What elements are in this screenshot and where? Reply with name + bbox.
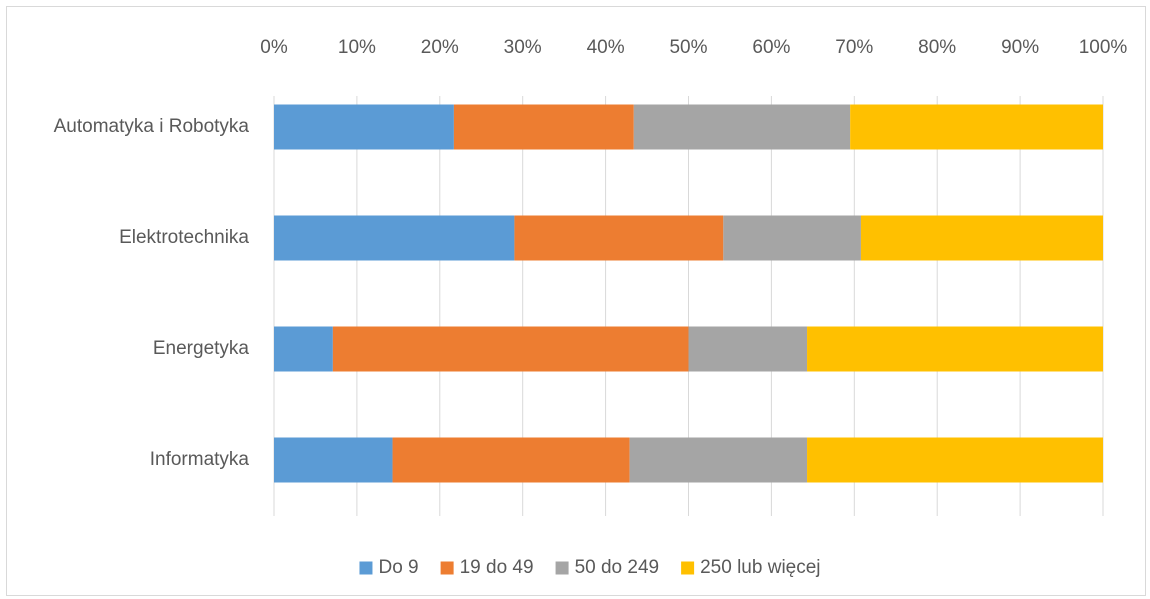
bar-segment — [274, 437, 393, 483]
x-tick-label: 70% — [835, 37, 873, 58]
x-tick-label: 20% — [421, 37, 459, 58]
x-tick-label: 30% — [504, 37, 542, 58]
x-tick-label: 40% — [587, 37, 625, 58]
bar-segment — [633, 104, 851, 150]
x-tick-label: 0% — [260, 37, 288, 58]
x-tick-label: 50% — [669, 37, 707, 58]
category-label: Elektrotechnika — [119, 227, 249, 248]
category-label: Energetyka — [153, 338, 250, 359]
legend-swatch — [681, 561, 695, 575]
bars — [274, 104, 1103, 483]
x-tick-label: 90% — [1001, 37, 1039, 58]
bar-segment — [392, 437, 630, 483]
legend-swatch — [555, 561, 569, 575]
bar-segment — [860, 215, 1103, 261]
bar-segment — [274, 215, 515, 261]
category-label: Informatyka — [150, 449, 250, 470]
x-tick-label: 100% — [1079, 37, 1128, 58]
bar-segment — [723, 215, 861, 261]
bar-segment — [514, 215, 724, 261]
bar-segment — [629, 437, 808, 483]
legend: Do 9 19 do 49 50 do 249 250 lub więcej — [359, 557, 821, 578]
x-tick-label: 10% — [338, 37, 376, 58]
legend-label: 250 lub więcej — [700, 557, 820, 578]
bar-segment — [688, 326, 808, 372]
legend-label: 19 do 49 — [460, 557, 534, 578]
bar-segment — [850, 104, 1103, 150]
bar-segment — [453, 104, 634, 150]
legend-swatch — [440, 561, 454, 575]
bar-segment — [274, 326, 333, 372]
legend-label: 50 do 249 — [575, 557, 660, 578]
x-tick-label: 80% — [918, 37, 956, 58]
bar-segment — [807, 326, 1103, 372]
category-label: Automatyka i Robotyka — [54, 116, 250, 137]
legend-swatch — [359, 561, 373, 575]
x-tick-label: 60% — [752, 37, 790, 58]
bar-segment — [274, 104, 454, 150]
bar-segment — [807, 437, 1103, 483]
x-axis-tick-labels: 0% 10% 20% 30% 40% 50% 60% 70% 80% 90% 100% — [260, 37, 1127, 58]
category-labels: Automatyka i Robotyka Elektrotechnika Ener… — [54, 116, 250, 470]
chart-area — [6, 6, 1146, 596]
legend-label: Do 9 — [378, 557, 418, 578]
bar-segment — [332, 326, 689, 372]
